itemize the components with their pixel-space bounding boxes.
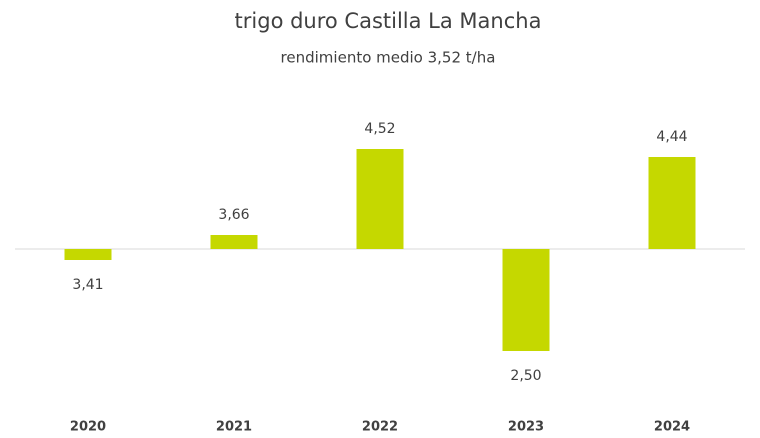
x-tick-label: 2022 <box>362 420 398 435</box>
value-label: 3,41 <box>72 277 103 293</box>
x-tick-label: 2020 <box>70 420 106 435</box>
bar <box>356 149 404 249</box>
bar <box>64 249 112 260</box>
value-label: 4,44 <box>656 129 687 145</box>
bar <box>502 249 550 351</box>
bar <box>648 157 696 249</box>
value-label: 2,50 <box>510 368 541 384</box>
bar <box>210 235 258 249</box>
x-tick-label: 2021 <box>216 420 252 435</box>
chart-title: trigo duro Castilla La Mancha <box>235 9 542 33</box>
value-label: 3,66 <box>218 207 249 223</box>
value-label: 4,52 <box>364 121 395 137</box>
x-tick-label: 2024 <box>654 420 690 435</box>
chart-subtitle: rendimiento medio 3,52 t/ha <box>281 49 496 67</box>
x-tick-label: 2023 <box>508 420 544 435</box>
